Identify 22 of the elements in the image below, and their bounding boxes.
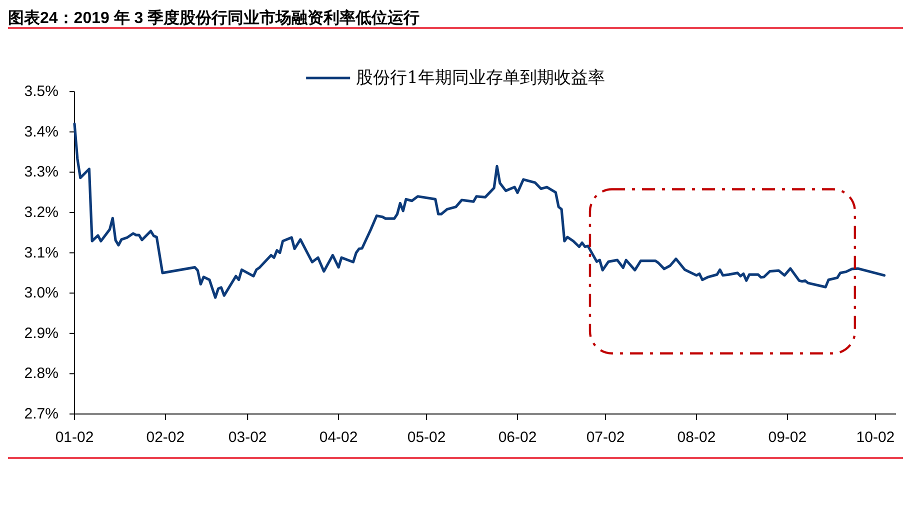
x-tick-label: 10-02 [856,429,895,446]
x-tick-label: 06-02 [498,429,537,446]
x-tick-label: 01-02 [55,429,94,446]
y-tick-label: 3.4% [24,123,58,140]
x-tick-label: 03-02 [228,429,267,446]
y-tick-label: 2.7% [24,406,58,422]
y-tick-label: 3.1% [24,244,58,262]
x-tick-label: 02-02 [146,429,185,446]
legend-label: 股份行1年期同业存单到期收益率 [356,68,605,88]
x-tick-label: 04-02 [319,429,358,446]
x-tick-label: 08-02 [677,429,716,446]
x-tick-label: 07-02 [586,429,625,446]
legend: 股份行1年期同业存单到期收益率 [306,68,605,88]
y-tick-label: 3.2% [24,204,58,221]
y-tick-label: 2.8% [24,365,58,382]
y-tick-label: 3.3% [24,164,58,181]
title: 图表24：2019 年 3 季度股份行同业市场融资利率低位运行 [8,10,420,27]
x-tick-label: 09-02 [768,429,807,446]
y-tick-label: 2.9% [24,324,58,342]
x-tick-label: 05-02 [407,429,446,446]
y-tick-label: 3.5% [24,83,58,100]
y-tick-label: 3.0% [24,284,58,302]
